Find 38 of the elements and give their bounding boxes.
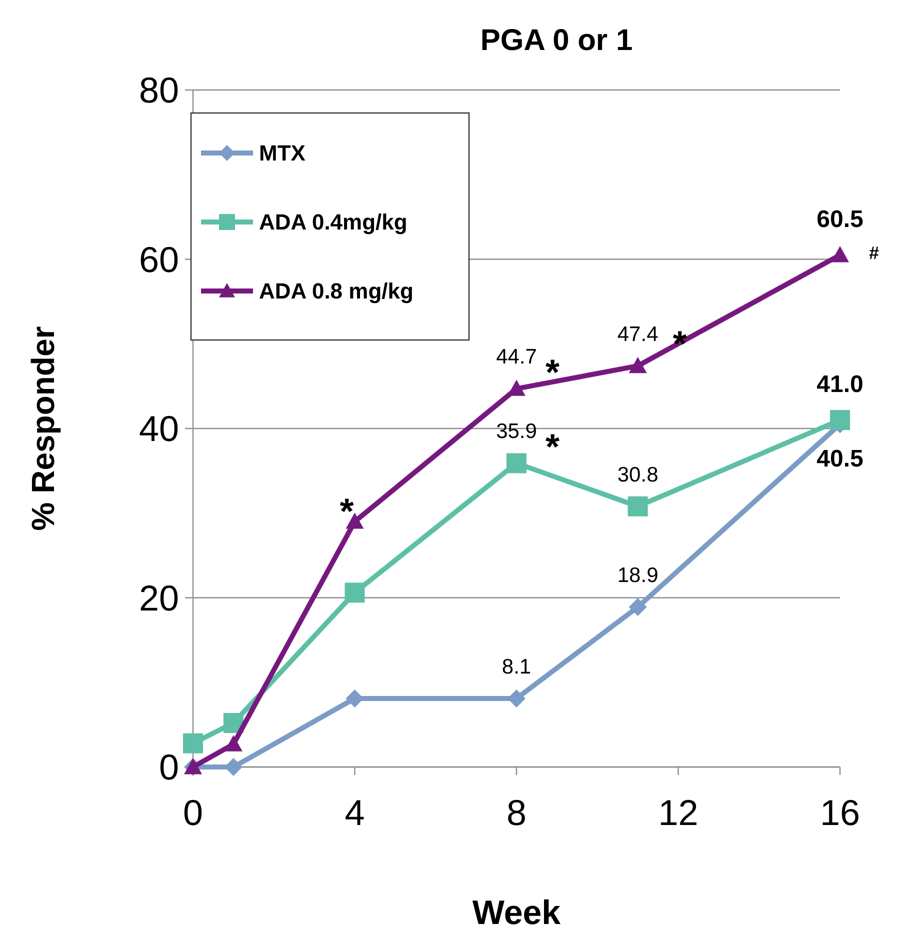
point (506, 453, 526, 474)
annotation: * (340, 490, 354, 532)
x-tick-label: 4 (344, 792, 365, 833)
y-tick-label: 40 (138, 408, 179, 450)
x-tick-label: 8 (506, 792, 527, 833)
x-axis-title: Week (472, 894, 561, 932)
data-label: 44.7 (496, 346, 537, 369)
point (628, 598, 647, 616)
annotation: * (545, 426, 560, 468)
data-label: 8.1 (502, 655, 532, 678)
point (628, 496, 648, 516)
legend-label: ADA 0.8 mg/kg (259, 278, 414, 304)
point (831, 246, 849, 262)
annotation: * (545, 352, 560, 393)
point (224, 735, 242, 752)
x-tick-label: 12 (658, 792, 698, 833)
legend-label: MTX (259, 140, 306, 166)
annotation: # (868, 243, 880, 264)
y-axis-title: % Responder (25, 326, 61, 531)
point (830, 410, 850, 430)
data-label: 18.9 (617, 564, 658, 588)
data-label: 41.0 (816, 371, 864, 398)
y-tick-label: 20 (138, 577, 179, 618)
data-label: 30.8 (617, 463, 658, 486)
data-label: 60.5 (816, 206, 864, 234)
chart-title: PGA 0 or 1 (480, 24, 633, 57)
point (628, 356, 647, 374)
y-tick-label: 60 (138, 238, 179, 280)
legend-label: ADA 0.4mg/kg (259, 210, 408, 235)
data-label: 47.4 (617, 322, 659, 346)
data-label: 40.5 (816, 445, 864, 472)
point (346, 512, 364, 529)
point (183, 733, 203, 754)
y-tick-label: 0 (158, 746, 179, 788)
x-tick-label: 16 (820, 792, 860, 833)
point (344, 582, 365, 603)
data-label: 35.9 (496, 420, 537, 444)
y-tick-label: 80 (138, 70, 179, 111)
